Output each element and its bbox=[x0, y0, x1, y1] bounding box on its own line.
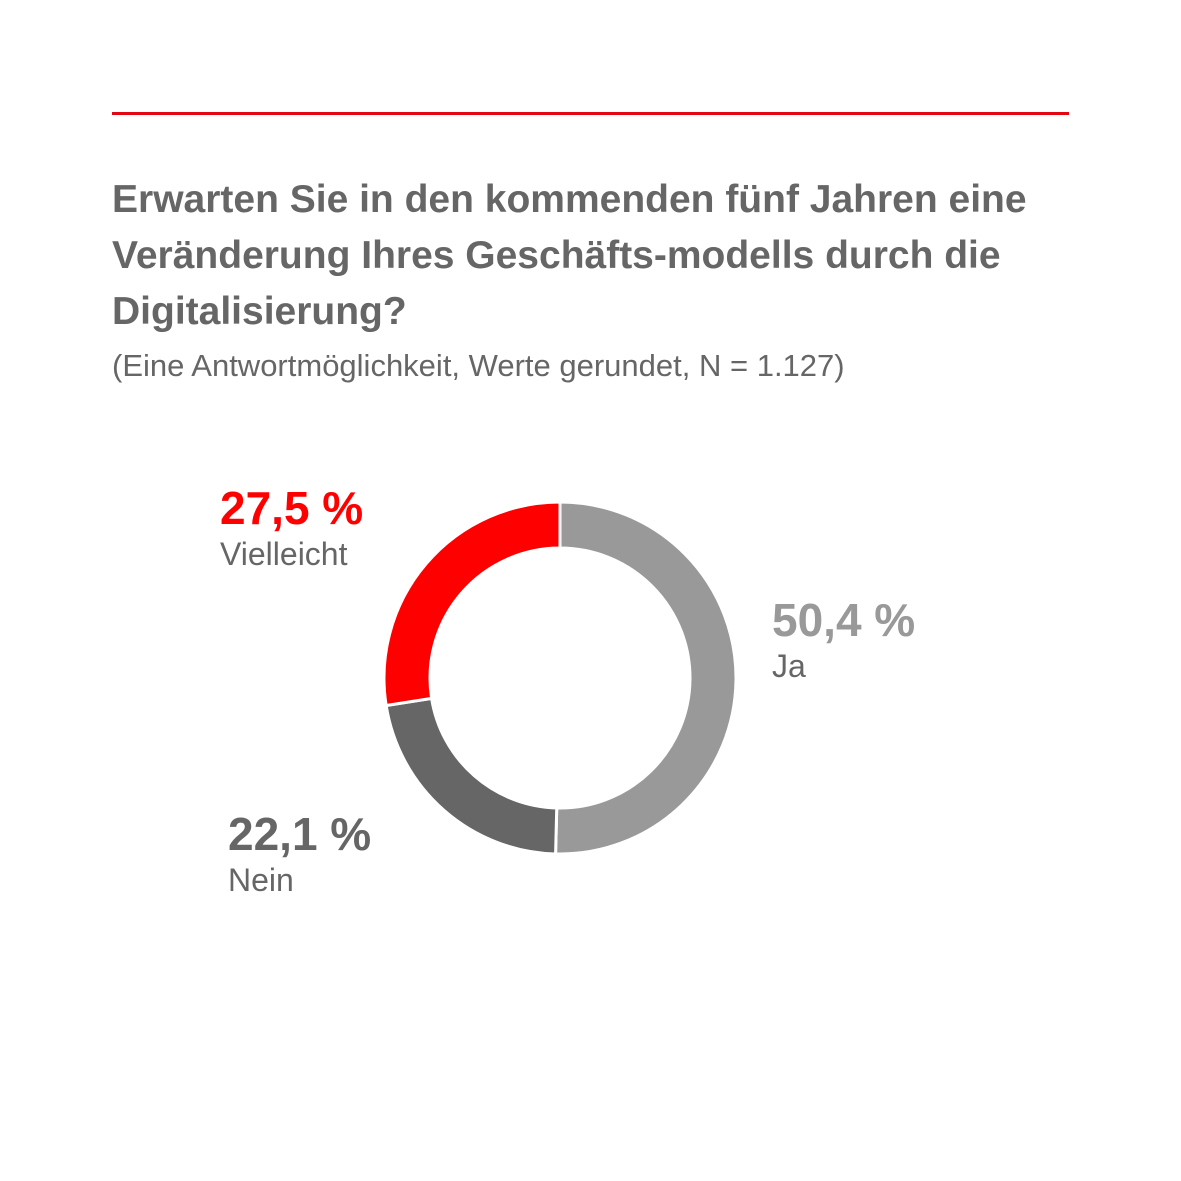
chart-subtitle: (Eine Antwortmöglichkeit, Werte gerundet… bbox=[112, 348, 845, 383]
value-label-vielleicht: 27,5 % bbox=[220, 482, 364, 534]
value-label-ja: 50,4 % bbox=[772, 594, 916, 646]
category-label-ja: Ja bbox=[772, 648, 806, 684]
category-label-vielleicht: Vielleicht bbox=[220, 536, 348, 572]
slice-vielleicht bbox=[382, 500, 562, 708]
slice-nein bbox=[384, 696, 559, 856]
slice-ja bbox=[554, 500, 738, 856]
red-divider-line bbox=[112, 112, 1069, 115]
value-label-nein: 22,1 % bbox=[228, 808, 372, 860]
label-nein: 22,1 % Nein bbox=[228, 808, 371, 900]
chart-title: Erwarten Sie in den kommenden fünf Jahre… bbox=[112, 178, 1027, 333]
category-label-nein: Nein bbox=[228, 862, 294, 898]
label-ja: 50,4 % Ja bbox=[772, 594, 915, 686]
label-vielleicht: 27,5 % Vielleicht bbox=[220, 482, 363, 574]
